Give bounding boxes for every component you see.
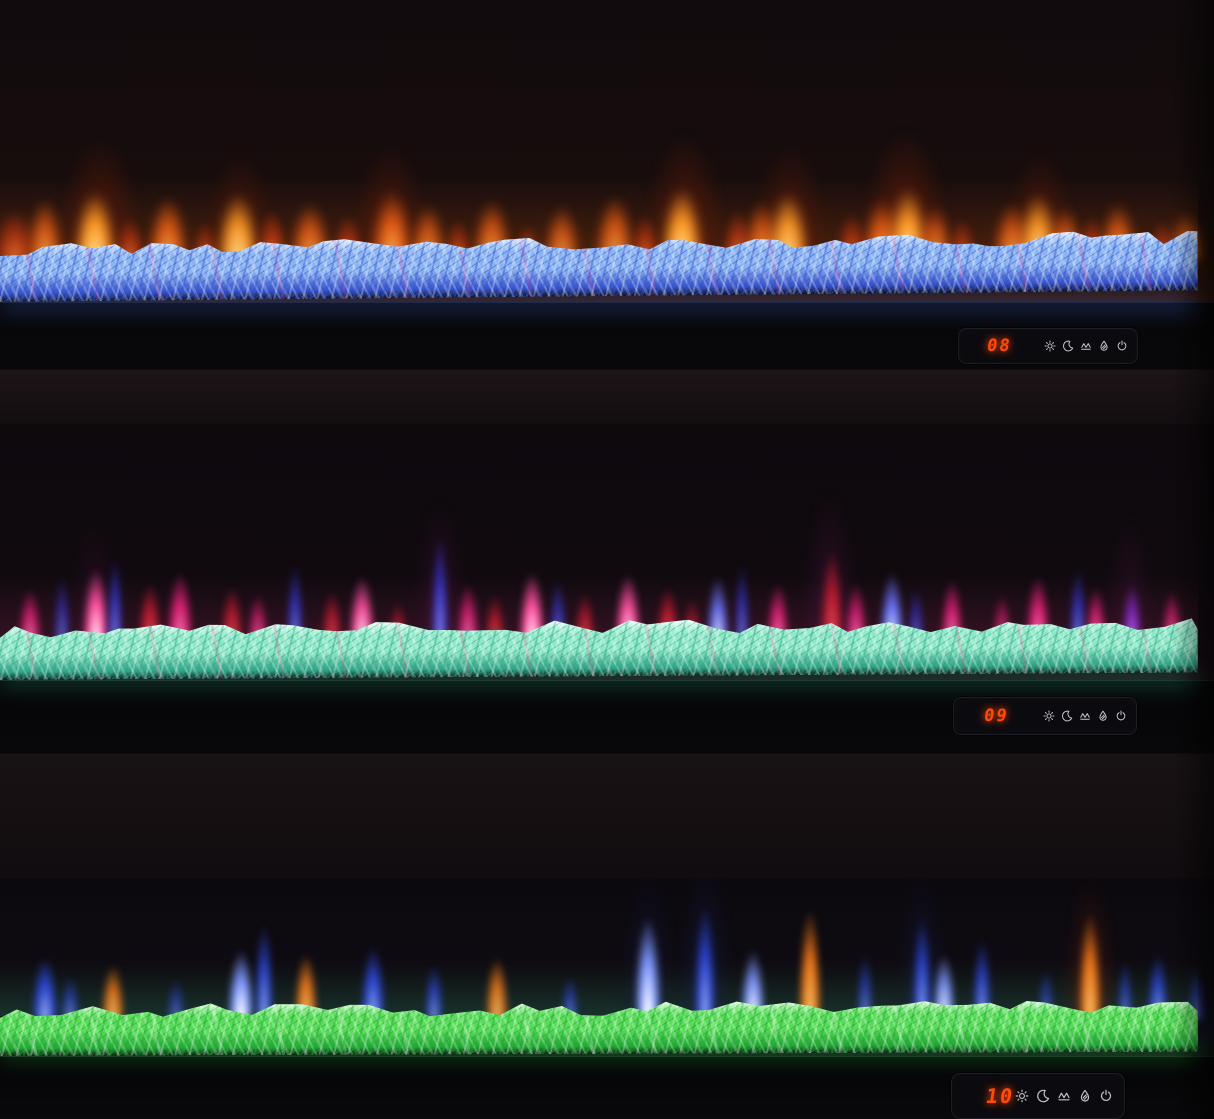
flame-effect-button[interactable] <box>1057 1089 1071 1103</box>
control-panel-top: 08 <box>958 328 1138 364</box>
moon-icon <box>1063 340 1074 352</box>
sleep-timer-button[interactable] <box>1061 710 1073 722</box>
power-button[interactable] <box>1099 1089 1113 1103</box>
flame-color-icon <box>1099 710 1107 721</box>
led-display: 08 <box>985 335 1014 356</box>
wall-gap-1 <box>0 368 1214 425</box>
sun-icon <box>1043 710 1055 722</box>
flame-color-button[interactable] <box>1098 340 1110 352</box>
led-display: 09 <box>982 705 1011 726</box>
power-button[interactable] <box>1115 710 1127 722</box>
flame-color-button[interactable] <box>1078 1089 1092 1103</box>
sleep-timer-button[interactable] <box>1062 340 1074 352</box>
wall-gap-2 <box>0 752 1214 879</box>
power-icon <box>1100 1089 1112 1102</box>
control-panel-middle: 09 <box>953 697 1137 735</box>
brightness-button[interactable] <box>1043 710 1055 722</box>
flame-color-button[interactable] <box>1097 710 1109 722</box>
control-buttons <box>1043 710 1127 722</box>
led-display: 10 <box>984 1084 1016 1108</box>
control-buttons <box>1044 340 1128 352</box>
control-buttons <box>1015 1089 1113 1103</box>
power-icon <box>1117 340 1127 351</box>
brightness-button[interactable] <box>1015 1089 1029 1103</box>
flame-effect-button[interactable] <box>1080 340 1092 352</box>
sun-icon <box>1044 340 1056 352</box>
sun-icon <box>1015 1089 1029 1103</box>
control-panel-bottom: 10 <box>951 1073 1125 1119</box>
power-icon <box>1116 710 1126 721</box>
flame-effect-button[interactable] <box>1079 710 1091 722</box>
sleep-timer-button[interactable] <box>1036 1089 1050 1103</box>
moon-icon <box>1062 710 1073 722</box>
flame-effect-icon <box>1081 343 1091 350</box>
brightness-button[interactable] <box>1044 340 1056 352</box>
flame-effect-icon <box>1080 713 1090 720</box>
power-button[interactable] <box>1116 340 1128 352</box>
flame-effect-icon <box>1058 1092 1070 1101</box>
flame-color-icon <box>1080 1089 1090 1102</box>
flame-color-icon <box>1100 340 1108 351</box>
moon-icon <box>1037 1089 1050 1103</box>
